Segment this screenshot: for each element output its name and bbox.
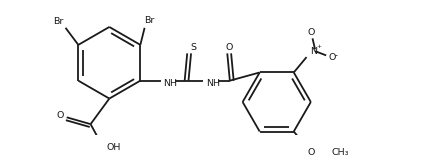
Text: OH: OH — [107, 143, 121, 152]
Text: O: O — [56, 111, 64, 120]
Text: CH₃: CH₃ — [332, 148, 350, 157]
Text: S: S — [191, 43, 197, 52]
Text: O: O — [328, 53, 336, 62]
Text: O: O — [308, 28, 315, 37]
Text: +: + — [316, 44, 321, 49]
Text: Br: Br — [53, 17, 64, 26]
Text: NH: NH — [163, 79, 177, 88]
Text: O: O — [308, 148, 315, 157]
Text: Br: Br — [144, 16, 154, 25]
Text: N: N — [310, 47, 317, 56]
Text: O: O — [225, 43, 232, 52]
Text: -: - — [335, 51, 338, 60]
Text: NH: NH — [206, 79, 220, 88]
